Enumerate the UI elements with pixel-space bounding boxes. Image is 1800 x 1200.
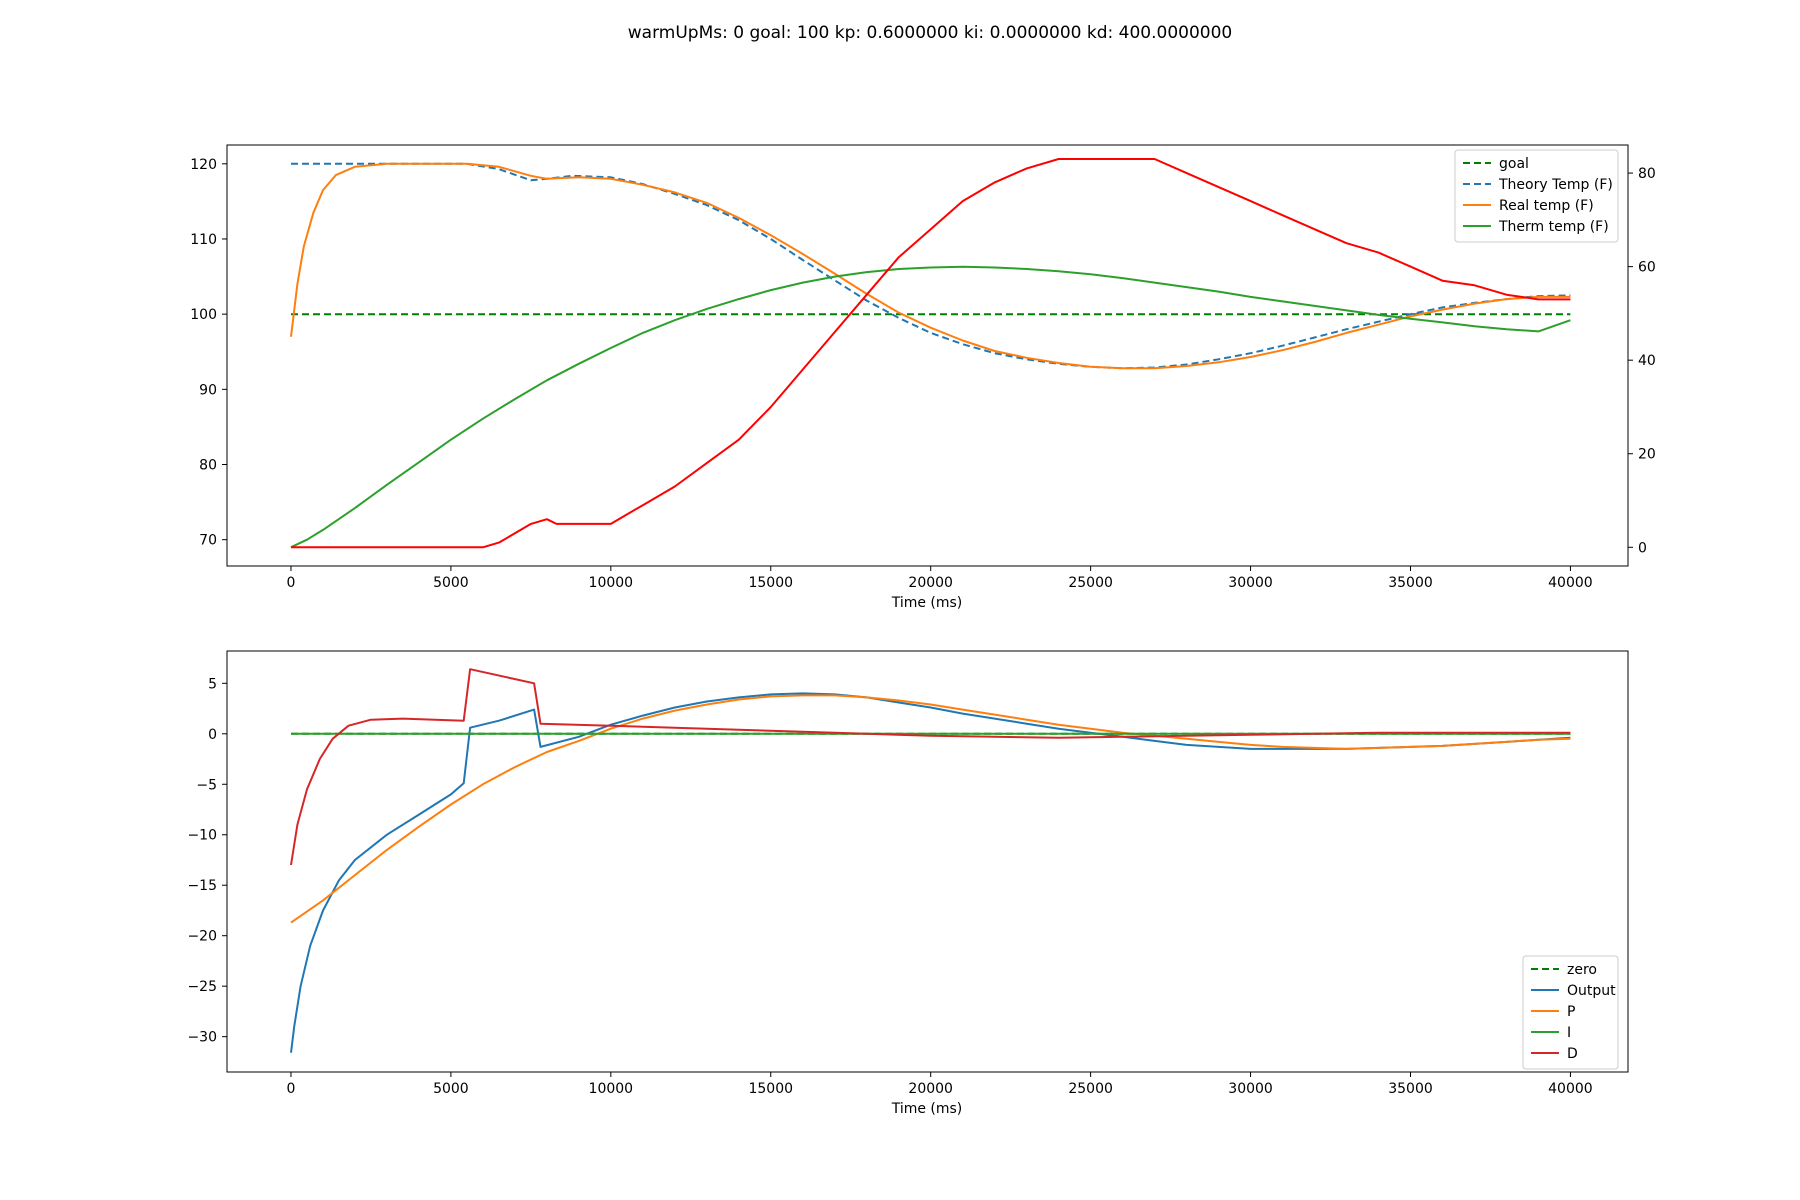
bottom-ytick-label: −5 bbox=[196, 777, 217, 793]
bottom-line-d bbox=[290, 668, 1571, 866]
bottom-ytick-label: −10 bbox=[187, 828, 217, 844]
top-ytick-label: 70 bbox=[199, 533, 217, 549]
top-y2tick-label: 40 bbox=[1638, 353, 1656, 369]
top-y2tick-label: 80 bbox=[1638, 166, 1656, 182]
top-line-theory-temp-f bbox=[291, 162, 1571, 370]
top-xtick-label: 0 bbox=[287, 575, 296, 591]
figure-title: warmUpMs: 0 goal: 100 kp: 0.6000000 ki: … bbox=[628, 23, 1232, 43]
top-xtick-label: 15000 bbox=[748, 575, 793, 591]
bottom-xtick-label: 10000 bbox=[589, 1081, 634, 1097]
bottom-legend-label-d: D bbox=[1567, 1046, 1578, 1062]
bottom-legend-label-zero: zero bbox=[1567, 962, 1597, 978]
top-y2tick-label: 60 bbox=[1638, 260, 1656, 276]
top-chart-legend: goal Theory Temp (F) Real temp (F) Therm t… bbox=[1454, 149, 1619, 243]
bottom-xtick-label: 25000 bbox=[1068, 1081, 1113, 1097]
bottom-line-p bbox=[290, 694, 1571, 924]
top-line-right-axis-series bbox=[291, 158, 1571, 549]
bottom-xtick-label: 15000 bbox=[748, 1081, 793, 1097]
bottom-xtick-label: 0 bbox=[287, 1081, 296, 1097]
top-legend-label-theory-temp-f: Theory Temp (F) bbox=[1498, 177, 1613, 193]
bottom-ytick-label: 5 bbox=[208, 676, 217, 692]
bottom-chart-lines bbox=[290, 668, 1571, 1053]
bottom-ytick-label: 0 bbox=[208, 727, 217, 743]
bottom-ytick-label: −25 bbox=[187, 979, 217, 995]
bottom-legend-frame bbox=[1522, 955, 1619, 1070]
top-chart-xlabel: Time (ms) bbox=[891, 595, 963, 611]
top-ytick-label: 120 bbox=[190, 157, 217, 173]
bottom-chart-legend: zero Output PID bbox=[1522, 955, 1619, 1070]
top-xtick-label: 20000 bbox=[908, 575, 953, 591]
bottom-xtick-label: 30000 bbox=[1228, 1081, 1273, 1097]
top-xtick-label: 35000 bbox=[1388, 575, 1433, 591]
bottom-chart-frame bbox=[226, 650, 1629, 1073]
top-ytick-label: 80 bbox=[199, 458, 217, 474]
bottom-chart-xlabel: Time (ms) bbox=[891, 1101, 963, 1117]
bottom-chart-ticks: 0 5000 10000 15000 20000 25000 30000 35000 40000… bbox=[187, 676, 1592, 1097]
top-xtick-label: 10000 bbox=[589, 575, 634, 591]
bottom-xtick-label: 40000 bbox=[1548, 1081, 1593, 1097]
top-legend-label-real-temp-f: Real temp (F) bbox=[1499, 198, 1594, 214]
top-xtick-label: 5000 bbox=[433, 575, 469, 591]
top-ytick-label: 100 bbox=[190, 307, 217, 323]
top-chart-frame bbox=[226, 144, 1629, 567]
bottom-xtick-label: 20000 bbox=[908, 1081, 953, 1097]
top-legend-frame bbox=[1454, 149, 1619, 243]
top-chart-lines bbox=[290, 158, 1571, 549]
top-legend-label-therm-temp-f: Therm temp (F) bbox=[1498, 219, 1609, 235]
bottom-xtick-label: 35000 bbox=[1388, 1081, 1433, 1097]
top-chart-ticks: 0 5000 10000 15000 20000 25000 30000 35000 40000… bbox=[190, 157, 1656, 591]
top-ytick-label: 110 bbox=[190, 232, 217, 248]
top-xtick-label: 25000 bbox=[1068, 575, 1113, 591]
bottom-chart: 0 5000 10000 15000 20000 25000 30000 35000 40000… bbox=[187, 650, 1629, 1117]
top-xtick-label: 40000 bbox=[1548, 575, 1593, 591]
bottom-ytick-label: −15 bbox=[187, 878, 217, 894]
bottom-xtick-label: 5000 bbox=[433, 1081, 469, 1097]
top-line-therm-temp-f bbox=[290, 265, 1571, 549]
bottom-legend-label-p: P bbox=[1567, 1004, 1575, 1020]
bottom-ytick-label: −30 bbox=[187, 1030, 217, 1046]
bottom-legend-label-i: I bbox=[1567, 1025, 1571, 1041]
top-y2tick-label: 20 bbox=[1638, 447, 1656, 463]
top-y2tick-label: 0 bbox=[1638, 540, 1647, 556]
bottom-legend-label-output: Output bbox=[1567, 983, 1616, 999]
top-legend-label-goal: goal bbox=[1499, 156, 1529, 172]
top-xtick-label: 30000 bbox=[1228, 575, 1273, 591]
top-ytick-label: 90 bbox=[199, 382, 217, 398]
bottom-ytick-label: −20 bbox=[187, 929, 217, 945]
top-chart: 0 5000 10000 15000 20000 25000 30000 35000 40000… bbox=[190, 144, 1656, 611]
